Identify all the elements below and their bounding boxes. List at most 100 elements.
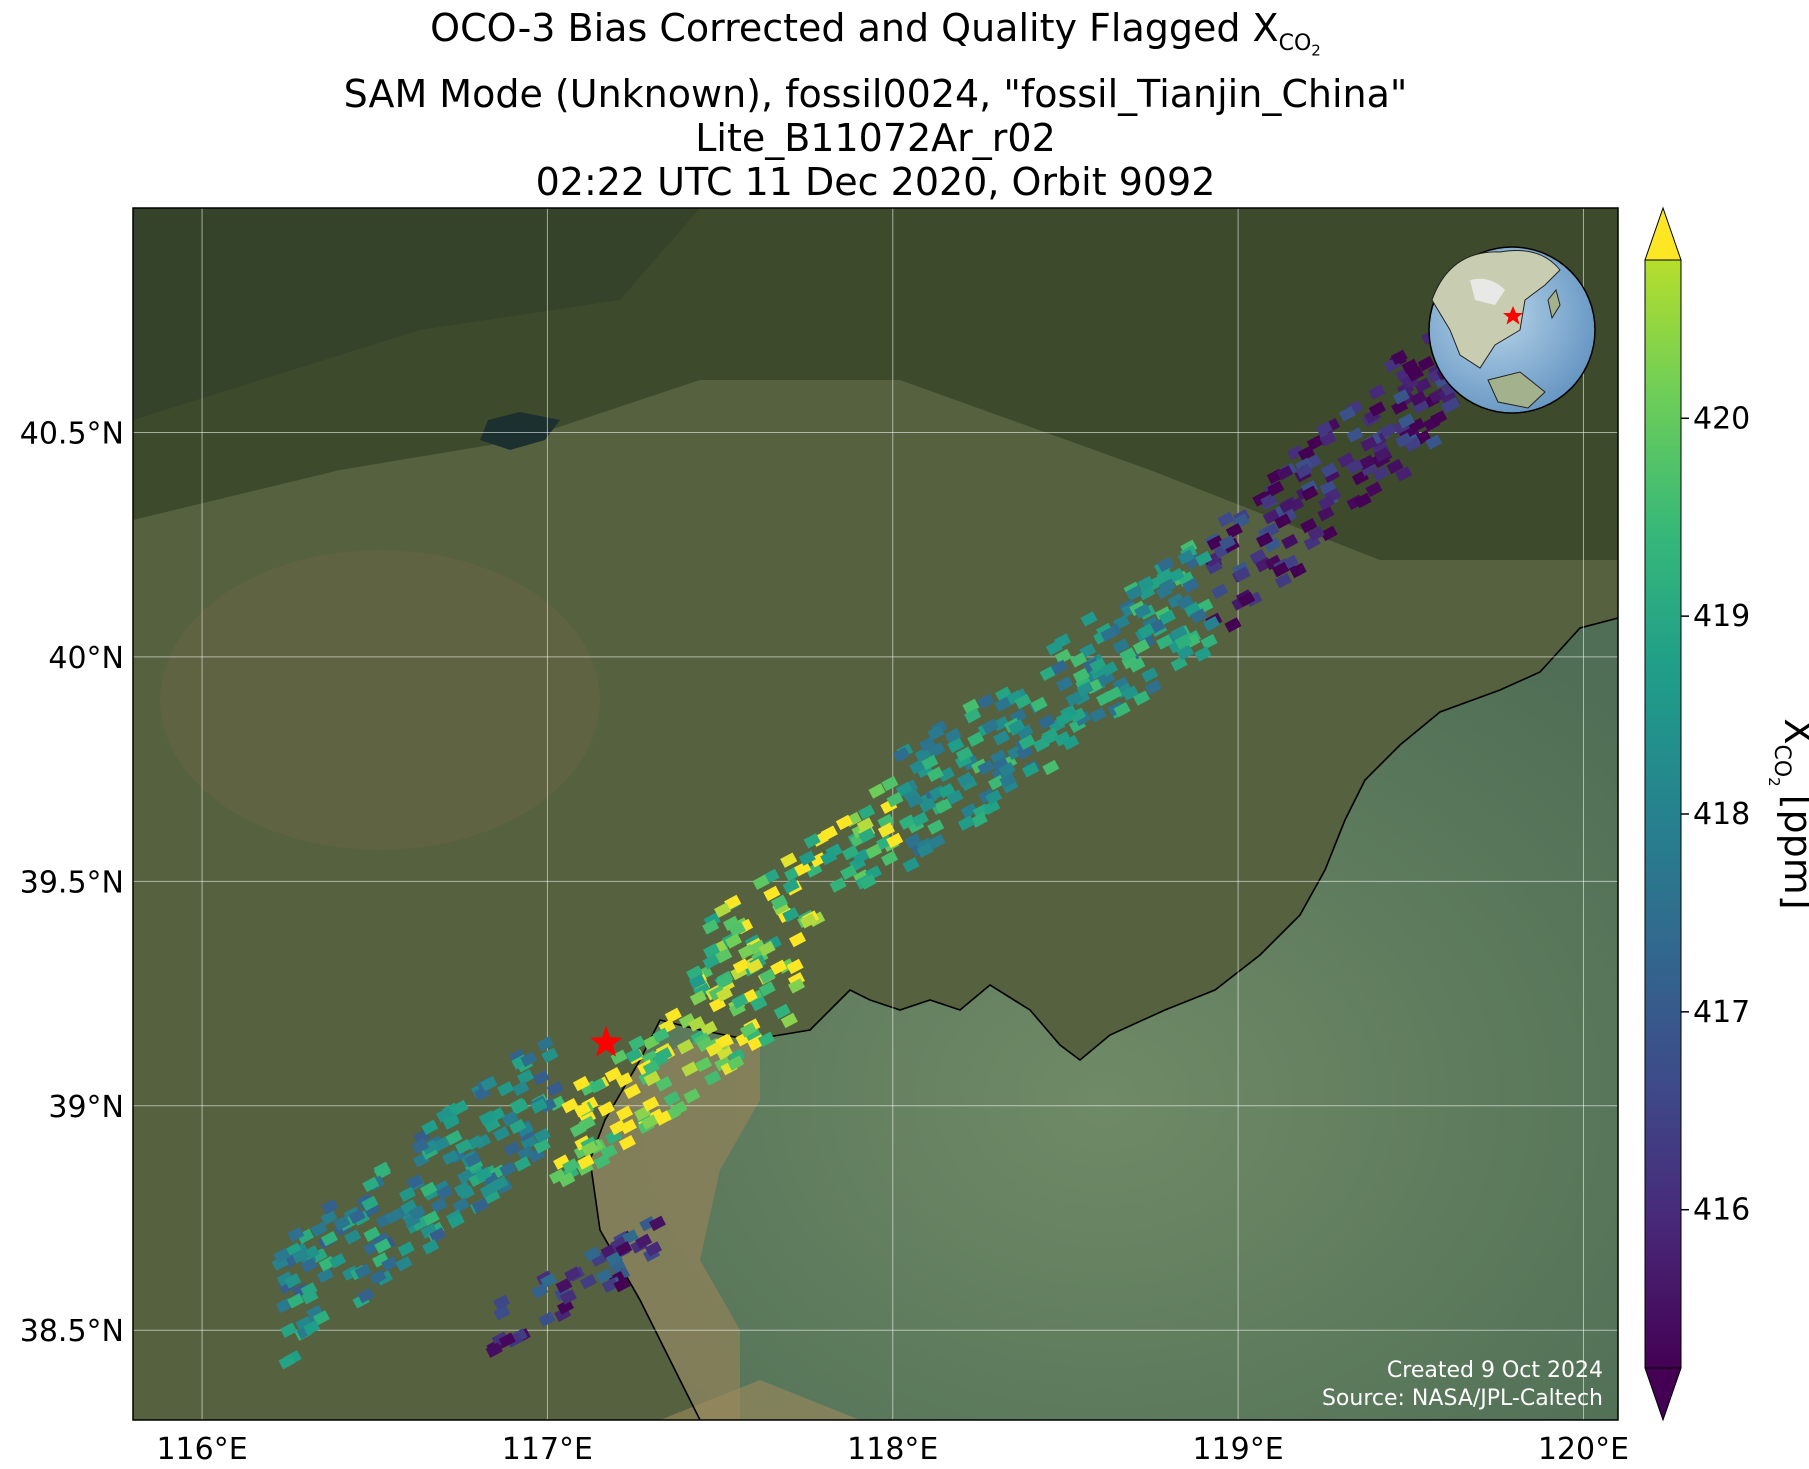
xco2-sounding xyxy=(1183,633,1201,649)
xco2-sounding xyxy=(546,1081,564,1097)
xco2-sounding xyxy=(805,862,823,878)
xco2-sounding xyxy=(1206,535,1224,551)
xco2-sounding xyxy=(493,1294,511,1310)
xco2-sounding xyxy=(320,1209,338,1226)
xco2-sounding xyxy=(509,1118,527,1135)
xco2-sounding xyxy=(1128,657,1146,673)
xco2-sounding xyxy=(513,1156,532,1172)
xco2-sounding xyxy=(722,915,740,932)
xco2-sounding xyxy=(420,1223,438,1239)
xco2-sounding xyxy=(429,1227,447,1243)
xco2-sounding xyxy=(564,1266,582,1282)
xco2-sounding xyxy=(1089,657,1107,674)
xco2-sounding xyxy=(1406,366,1425,382)
xco2-sounding xyxy=(1170,656,1188,672)
xco2-sounding xyxy=(865,843,883,859)
xco2-sounding xyxy=(284,1273,302,1289)
xco2-sounding xyxy=(714,902,732,918)
xco2-sounding xyxy=(1062,734,1080,751)
xco2-sounding xyxy=(457,1168,475,1184)
xco2-sounding xyxy=(758,968,776,985)
xco2-sounding xyxy=(648,1215,666,1232)
xco2-sounding xyxy=(1417,355,1435,372)
xco2-sounding xyxy=(1279,498,1297,514)
credit-source: Source: NASA/JPL-Caltech xyxy=(1322,1386,1603,1411)
xco2-sounding xyxy=(639,1215,657,1232)
southern-silt xyxy=(660,1380,860,1420)
xco2-sounding xyxy=(1156,568,1174,584)
xco2-sounding xyxy=(702,919,720,935)
xco2-sounding xyxy=(695,1056,713,1073)
xco2-sounding xyxy=(1391,399,1409,415)
xco2-sounding xyxy=(520,1134,538,1151)
estuary-silt xyxy=(590,1040,760,1420)
lat-tick-label: 38.5°N xyxy=(20,1314,124,1349)
xco2-sounding xyxy=(749,939,767,955)
xco2-sounding xyxy=(421,1139,439,1155)
xco2-sounding xyxy=(895,781,913,798)
xco2-sounding xyxy=(531,1283,549,1299)
lat-tick-label: 39°N xyxy=(48,1090,124,1125)
xco2-sounding xyxy=(993,730,1011,746)
xco2-sounding xyxy=(451,1099,469,1116)
xco2-sounding xyxy=(683,1088,701,1104)
xco2-sounding xyxy=(1076,681,1094,697)
globe-australia xyxy=(1487,371,1546,409)
colorbar-extend-min xyxy=(1644,1367,1682,1422)
lat-tick-label: 39.5°N xyxy=(20,865,124,900)
xco2-sounding xyxy=(442,1114,460,1130)
xco2-sounding xyxy=(1089,707,1107,723)
lon-tick-label: 116°E xyxy=(156,1432,247,1467)
xco2-sounding xyxy=(452,1197,470,1214)
colorbar-ticks: 416 417 418 419 420 xyxy=(1681,401,1750,1228)
xco2-sounding xyxy=(1133,690,1151,706)
xco2-sounding xyxy=(654,1110,672,1126)
xco2-sounding xyxy=(898,814,916,830)
xco2-sounding xyxy=(739,1022,757,1038)
xco2-sounding xyxy=(703,943,721,959)
colorbar-tick-label: 418 xyxy=(1693,797,1750,832)
xco2-sounding xyxy=(385,1208,403,1225)
xco2-sounding xyxy=(731,993,749,1009)
lat-tick-label: 40°N xyxy=(48,641,124,676)
xco2-sounding xyxy=(540,1272,558,1289)
xco2-sounding xyxy=(841,844,860,861)
globe-asia xyxy=(1431,249,1561,369)
xco2-sounding xyxy=(1289,562,1307,579)
xco2-sounding xyxy=(641,1114,659,1130)
xco2-sounding xyxy=(1096,690,1114,707)
xco2-sounding xyxy=(406,1174,424,1190)
xco2-sounding xyxy=(1281,533,1299,550)
xco2-sounding xyxy=(985,789,1003,805)
xco2-sounding xyxy=(886,791,904,808)
colorbar-tick-label: 420 xyxy=(1693,401,1750,436)
xco2-sounding xyxy=(1274,572,1292,589)
xco2-sounding xyxy=(1368,384,1386,400)
xco2-sounding xyxy=(664,1007,682,1024)
xco2-sounding xyxy=(1397,413,1415,429)
xco2-sounding xyxy=(287,1293,305,1309)
xco2-sounding xyxy=(1264,554,1282,571)
xco2-sounding xyxy=(538,1311,556,1327)
xco2-sounding xyxy=(655,1076,673,1092)
lon-tick-label: 117°E xyxy=(502,1432,593,1467)
xco2-sounding xyxy=(921,754,939,771)
xco2-sounding xyxy=(1065,691,1083,707)
xco2-sounding xyxy=(454,1181,472,1197)
xco2-sounding xyxy=(799,913,817,929)
xco2-sounding xyxy=(983,799,1001,815)
xco2-sounding xyxy=(1137,575,1155,592)
globe-target-star xyxy=(1503,306,1523,325)
xco2-sounding xyxy=(678,1013,696,1029)
lon-tick-label: 120°E xyxy=(1538,1432,1629,1467)
xco2-sounding xyxy=(868,783,886,799)
xco2-sounding xyxy=(788,931,807,948)
xco2-sounding xyxy=(1174,633,1192,650)
xco2-sounding xyxy=(1225,523,1243,539)
xco2-sounding xyxy=(770,894,788,911)
xco2-sounding xyxy=(562,1158,580,1174)
xco2-sounding xyxy=(517,1145,535,1161)
xco2-sounding xyxy=(1056,676,1074,692)
xco2-sounding xyxy=(492,1125,510,1142)
